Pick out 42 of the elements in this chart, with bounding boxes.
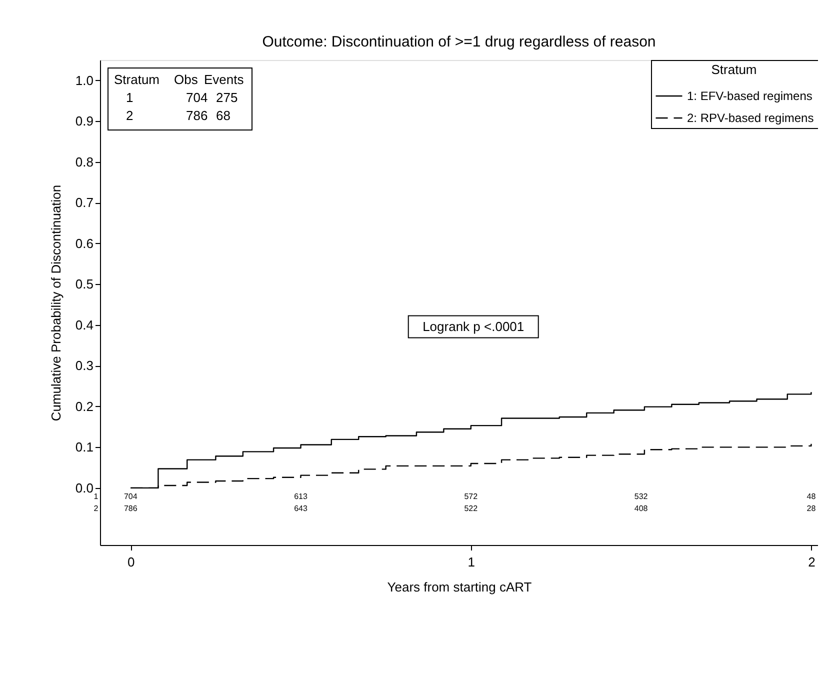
y-tick-label: 0.1 (75, 440, 94, 455)
text: 2 (94, 504, 99, 513)
annotation: 2 (126, 108, 134, 123)
x-tick-label: 2 (808, 554, 816, 570)
annotation: Stratum (114, 72, 160, 87)
y-tick-label: 0.8 (75, 154, 94, 170)
x-axis-title: Years from starting cART (387, 580, 532, 594)
legend-label: 1: EFV-based regimens (687, 89, 812, 103)
legend-label: 2: RPV-based regimens (687, 111, 814, 125)
annotation: 572 (464, 492, 478, 501)
annotation: 28 (806, 504, 816, 513)
y-tick-label: 0.6 (75, 236, 94, 251)
legend-title: Stratum (711, 62, 757, 77)
annotation: 704 (186, 90, 208, 105)
y-tick-label: 0.0 (75, 480, 94, 496)
annotation: Logrank p <.0001 (422, 318, 524, 334)
annotation: 522 (464, 504, 478, 513)
annotation: 1 (126, 90, 134, 105)
y-axis-title: Cumulative Probability of Discontinuation (48, 184, 64, 422)
y-tick-label: 0.3 (75, 358, 94, 374)
y-tick-label: 0.2 (75, 398, 94, 414)
annotation: 786 (186, 108, 208, 123)
chart-title: Outcome: Discontinuation of >=1 drug regardless of reason (262, 34, 656, 50)
annotation: 275 (216, 90, 238, 105)
y-tick-label: 0.9 (75, 114, 94, 129)
annotation: 68 (216, 108, 230, 123)
y-tick-label: 0.4 (75, 317, 94, 332)
y-tick-label: 1.0 (75, 72, 94, 88)
annotation: 532 (634, 492, 648, 501)
annotation: Obs (174, 72, 198, 87)
x-tick-label: 1 (468, 554, 476, 570)
x-tick-label: 0 (128, 554, 135, 570)
annotation: 48 (806, 492, 816, 501)
annotation: 786 (124, 504, 138, 513)
annotation: 643 (294, 504, 308, 513)
annotation: 408 (634, 504, 648, 513)
y-tick-label: 0.5 (75, 276, 94, 292)
annotation: 704 (124, 492, 138, 501)
annotation: 613 (294, 492, 308, 501)
text: 1 (94, 492, 99, 501)
y-tick-label: 0.7 (75, 195, 94, 210)
annotation: Events (204, 72, 244, 87)
